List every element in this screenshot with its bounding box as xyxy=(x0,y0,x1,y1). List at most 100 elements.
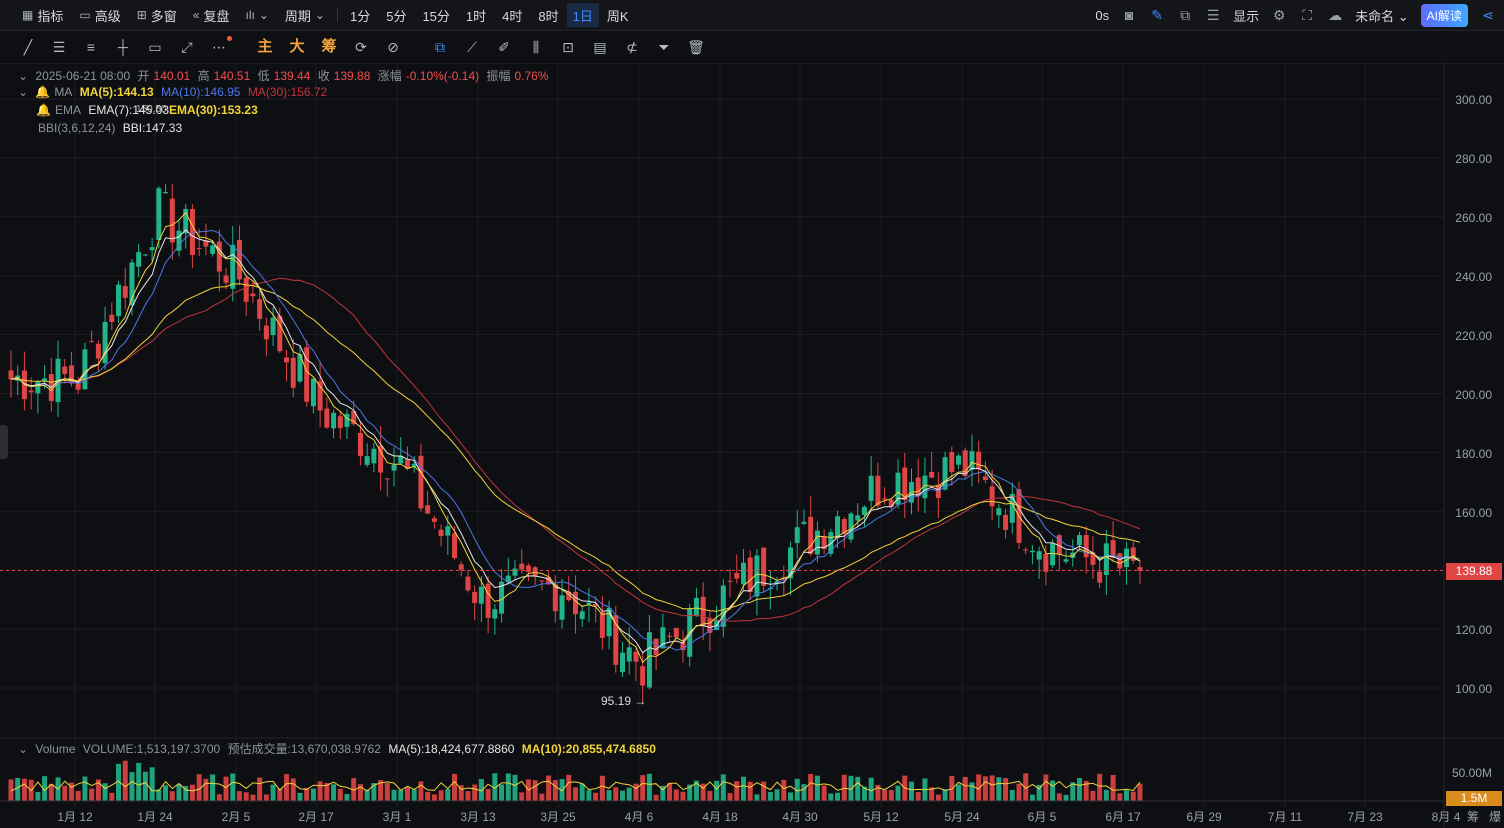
period-1d[interactable]: 1日 xyxy=(566,3,599,27)
period-8h[interactable]: 8时 xyxy=(538,8,559,24)
trend-line-icon[interactable]: ╱ xyxy=(23,39,33,55)
filter-icon[interactable]: ⏷ xyxy=(658,39,670,55)
fullscreen-icon[interactable]: ⛶ xyxy=(1302,6,1313,23)
lock-icon[interactable]: ⊡ xyxy=(562,39,574,55)
volume-bar xyxy=(411,789,417,801)
chip-corner-label[interactable]: 筹 xyxy=(1467,810,1480,824)
more-icon[interactable]: ⋯ xyxy=(209,36,232,57)
volume-bar xyxy=(969,782,975,801)
window-icon[interactable]: ⧉ xyxy=(1180,6,1191,23)
trash-icon[interactable]: 🗑 xyxy=(687,39,705,55)
x-tick: 3月 1 xyxy=(382,810,412,824)
volume-bar xyxy=(458,785,464,801)
ema7-line xyxy=(10,229,1141,654)
bell-icon[interactable]: 🔔 xyxy=(35,85,51,99)
volume-bar xyxy=(418,781,424,801)
layout-name-dropdown[interactable]: 未命名 ⌄ xyxy=(1355,8,1409,24)
x-tick: 6月 17 xyxy=(1105,810,1141,824)
magnet-icon[interactable]: ⊄ xyxy=(626,39,638,55)
volume-ma10: MA(10):20,855,474.6850 xyxy=(521,742,656,756)
candle-body xyxy=(801,521,807,524)
volume-bar xyxy=(660,785,666,801)
indicator-button[interactable]: ▦ 指标 xyxy=(22,8,64,24)
ohlc-legend: ⌄ 2025-06-21 08:00 开 140.01 高 140.51 低 139.… xyxy=(18,69,549,83)
replay-button[interactable]: «复盘 xyxy=(192,8,230,24)
parallel-lines-icon[interactable]: ☰ xyxy=(52,39,66,55)
hide-drawings-icon[interactable]: ⊘ xyxy=(387,39,399,55)
candle-body xyxy=(331,412,337,429)
candle-body xyxy=(1137,567,1143,571)
candle-body xyxy=(163,192,169,194)
candle-body xyxy=(472,591,478,604)
candle-body xyxy=(579,611,585,620)
panel-resize-handle[interactable] xyxy=(0,425,8,459)
horizontal-lines-icon[interactable]: ≡ xyxy=(86,39,96,55)
chip-button[interactable]: 筹 xyxy=(321,38,337,55)
volume-bar xyxy=(982,776,988,801)
candle-body xyxy=(1043,553,1049,572)
collapse-icon[interactable]: ⌄ xyxy=(18,69,29,83)
candle-body xyxy=(418,455,424,509)
candle-body xyxy=(546,577,552,585)
collapse-icon[interactable]: ⌄ xyxy=(18,742,29,756)
close-value: 139.88 xyxy=(333,69,371,83)
volume-bar xyxy=(821,785,827,801)
period-1m[interactable]: 1分 xyxy=(349,8,371,24)
period-1h[interactable]: 1时 xyxy=(465,8,487,24)
burst-corner-label[interactable]: 爆 xyxy=(1489,810,1502,824)
horizontal-ray-icon[interactable]: ┼ xyxy=(118,39,128,55)
period-4h[interactable]: 4时 xyxy=(502,8,523,24)
period-dropdown[interactable]: 周期 ⌄ xyxy=(284,8,325,24)
select-icon[interactable]: ⧉ xyxy=(435,39,445,55)
candle-body xyxy=(324,408,330,428)
candles-icon[interactable]: ⫼ xyxy=(532,39,540,55)
main-force-button[interactable]: 主 xyxy=(257,38,273,55)
display-button[interactable]: 显示 xyxy=(1233,8,1260,24)
volume-bar xyxy=(808,774,814,801)
volume-bar xyxy=(210,774,216,801)
rectangle-icon[interactable]: ▭ xyxy=(148,39,162,55)
volume-bar xyxy=(714,780,720,801)
brush-icon[interactable]: ✐ xyxy=(498,39,510,55)
big-order-button[interactable]: 大 xyxy=(289,38,305,55)
candle-body xyxy=(774,581,780,584)
ma30-value: MA(30):156.72 xyxy=(247,85,328,99)
gear-icon[interactable]: ⚙ xyxy=(1272,6,1286,23)
collapse-icon[interactable]: ⌄ xyxy=(18,85,29,99)
pencil-icon[interactable]: ✎ xyxy=(1151,6,1163,23)
candle-body xyxy=(653,638,659,655)
volume-bar xyxy=(216,794,222,801)
candle-body xyxy=(62,366,68,375)
candle-body xyxy=(1117,553,1123,569)
candle-body xyxy=(149,247,155,251)
candle-body xyxy=(861,506,867,516)
template-icon[interactable]: ▤ xyxy=(593,39,607,55)
bell-icon[interactable]: 🔔 xyxy=(36,103,51,117)
candle-body xyxy=(458,564,464,570)
volume-bar xyxy=(270,784,276,801)
volume-bar xyxy=(1090,790,1096,801)
price-chart[interactable] xyxy=(0,63,1504,828)
multi-window-button[interactable]: ⊞ 多窗 xyxy=(136,8,177,24)
share-icon[interactable]: ⋖ xyxy=(1482,6,1494,23)
volume-bar xyxy=(1056,793,1062,801)
ruler-icon[interactable]: ⟋ xyxy=(467,39,477,55)
candle-body xyxy=(1090,552,1096,565)
volume-bar xyxy=(156,789,162,801)
candle-body xyxy=(754,555,760,597)
low-value: 139.44 xyxy=(273,69,311,83)
chart-type-button[interactable]: ılı ⌄ xyxy=(238,0,277,30)
camera-icon[interactable]: ◙ xyxy=(1124,7,1134,23)
candle-body xyxy=(868,475,874,501)
ai-interpret-button[interactable]: AI解读 xyxy=(1420,3,1468,27)
measure-icon[interactable]: ⤢ xyxy=(181,39,193,55)
x-tick: 4月 30 xyxy=(782,810,818,824)
period-15m[interactable]: 15分 xyxy=(422,8,450,24)
volume-bar xyxy=(1130,791,1136,801)
period-week[interactable]: 周K xyxy=(606,8,629,24)
volume-bar xyxy=(492,773,498,801)
advanced-button[interactable]: ▭ 高级 xyxy=(79,8,121,24)
candle-body xyxy=(982,476,988,481)
sync-icon[interactable]: ⟳ xyxy=(355,39,367,55)
period-5m[interactable]: 5分 xyxy=(386,8,407,24)
